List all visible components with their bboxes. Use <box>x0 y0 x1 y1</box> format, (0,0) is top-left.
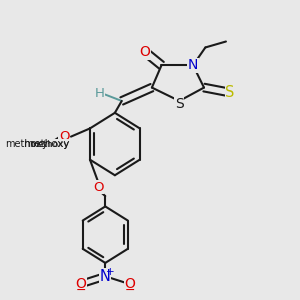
Text: methoxy: methoxy <box>24 139 69 149</box>
Text: O: O <box>93 181 104 194</box>
Text: methoxy: methoxy <box>29 140 69 148</box>
Text: −: − <box>125 284 135 297</box>
Text: S: S <box>175 97 184 111</box>
Text: N: N <box>100 269 111 284</box>
Text: O: O <box>59 130 69 143</box>
Text: O: O <box>140 45 151 59</box>
Text: −: − <box>75 284 86 297</box>
Text: N: N <box>188 58 198 72</box>
Text: O: O <box>75 277 86 291</box>
Text: H: H <box>95 87 105 100</box>
Text: methoxy: methoxy <box>5 139 48 149</box>
Text: O: O <box>124 277 135 291</box>
Text: +: + <box>106 266 115 277</box>
Text: S: S <box>225 85 235 100</box>
